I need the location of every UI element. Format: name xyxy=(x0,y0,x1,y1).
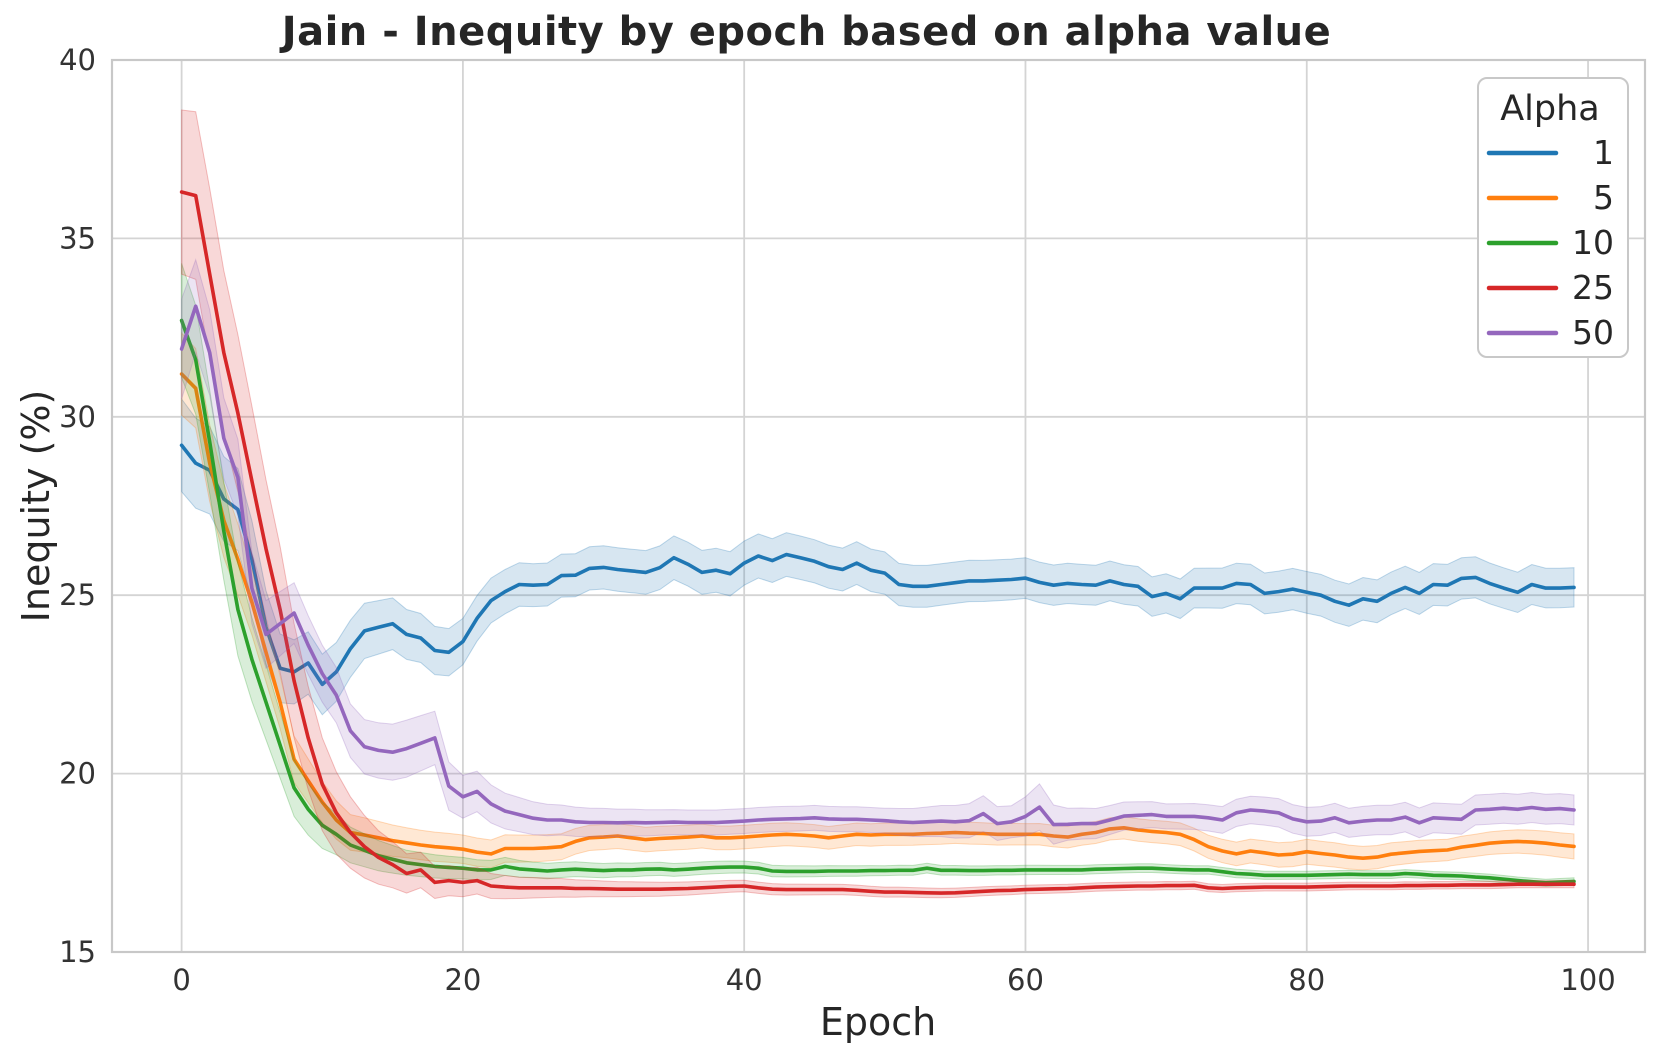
y-tick-label-30: 30 xyxy=(59,400,96,434)
plot-border xyxy=(110,58,1647,954)
series-band-alpha-1 xyxy=(181,397,1575,716)
legend: Alpha 1 5 10 25 50 xyxy=(1477,77,1629,358)
y-tick-label-40: 40 xyxy=(59,43,96,77)
x-tick-label-20: 20 xyxy=(444,963,481,997)
series-line-alpha-50 xyxy=(179,304,1576,827)
x-tick-label-40: 40 xyxy=(726,963,763,997)
legend-label-alpha-10: 10 xyxy=(1572,223,1614,262)
series-band-alpha-5 xyxy=(181,331,1575,871)
series-line-alpha-25 xyxy=(179,190,1576,895)
x-tick-label-60: 60 xyxy=(1007,963,1044,997)
y-tick-label-35: 35 xyxy=(59,221,96,255)
legend-label-alpha-1: 1 xyxy=(1593,133,1614,172)
legend-item-alpha-50: 50 xyxy=(1486,313,1614,352)
y-tick-label-15: 15 xyxy=(59,935,96,969)
legend-item-alpha-10: 10 xyxy=(1486,223,1614,262)
legend-item-alpha-25: 25 xyxy=(1486,268,1614,307)
legend-item-alpha-5: 5 xyxy=(1486,178,1614,217)
series-layer xyxy=(179,109,1576,900)
legend-label-alpha-5: 5 xyxy=(1593,178,1614,217)
y-axis-label: Inequity (%) xyxy=(14,389,58,623)
legend-item-alpha-1: 1 xyxy=(1486,133,1614,172)
legend-label-alpha-25: 25 xyxy=(1572,268,1614,307)
series-line-alpha-5 xyxy=(179,372,1576,860)
series-band-alpha-25 xyxy=(181,109,1575,900)
legend-label-alpha-50: 50 xyxy=(1572,313,1614,352)
y-tick-label-20: 20 xyxy=(59,757,96,791)
chart-title: Jain - Inequity by epoch based on alpha … xyxy=(281,9,1332,55)
series-band-alpha-50 xyxy=(181,258,1575,845)
x-tick-label-0: 0 xyxy=(172,963,190,997)
series-line-alpha-1 xyxy=(179,443,1576,687)
x-tick-label-80: 80 xyxy=(1288,963,1325,997)
legend-title: Alpha xyxy=(1500,89,1600,129)
series-line-alpha-10 xyxy=(179,318,1576,885)
y-tick-label-25: 25 xyxy=(59,578,96,612)
x-axis-label: Epoch xyxy=(819,1000,937,1044)
x-tick-label-100: 100 xyxy=(1560,963,1615,997)
